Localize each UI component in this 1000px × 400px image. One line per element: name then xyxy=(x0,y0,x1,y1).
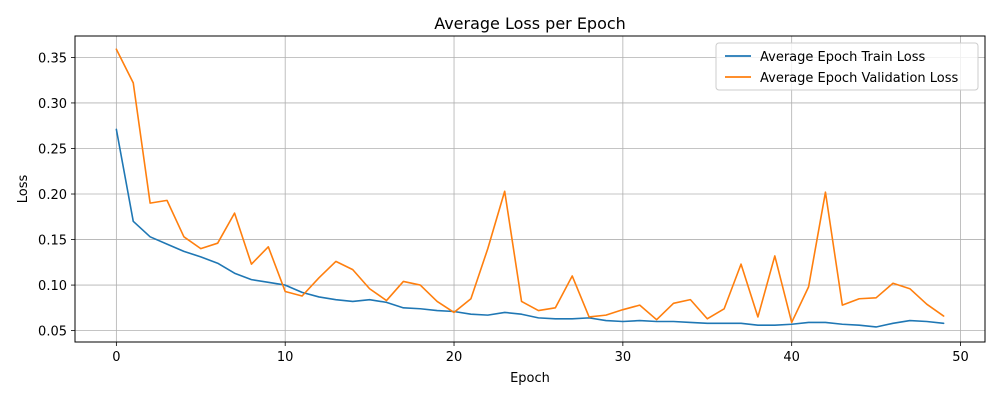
grid-lines xyxy=(75,36,985,342)
x-tick-label: 10 xyxy=(277,350,294,365)
x-tick-label: 50 xyxy=(952,350,969,365)
series-lines xyxy=(115,48,945,328)
legend-box xyxy=(715,42,979,91)
x-tick-label: 0 xyxy=(112,350,120,365)
x-tick-label: 30 xyxy=(615,350,632,365)
y-tick-label: 0.30 xyxy=(38,97,67,112)
y-tick-label: 0.15 xyxy=(38,234,67,249)
x-tick-label: 20 xyxy=(446,350,463,365)
x-axis-label: Epoch xyxy=(510,371,550,386)
y-axis-ticks: 0.05 0.10 0.15 0.20 0.25 0.30 0.35 xyxy=(38,51,75,340)
legend-label-validation: Average Epoch Validation Loss xyxy=(760,71,959,86)
y-tick-label: 0.10 xyxy=(38,279,67,294)
legend: Average Epoch Train Loss Average Epoch V… xyxy=(715,42,979,91)
y-tick-label: 0.05 xyxy=(38,325,67,340)
y-tick-label: 0.35 xyxy=(38,51,67,66)
legend-label-train: Average Epoch Train Loss xyxy=(760,50,926,65)
validation-loss-line xyxy=(115,48,945,324)
y-tick-label: 0.20 xyxy=(38,188,67,203)
x-axis-ticks: 0 10 20 30 40 50 xyxy=(112,342,969,365)
plot-frame xyxy=(74,35,986,343)
x-tick-label: 40 xyxy=(783,350,800,365)
train-loss-line xyxy=(115,128,945,328)
y-tick-label: 0.25 xyxy=(38,142,67,157)
y-axis-label: Loss xyxy=(16,175,31,204)
chart-title: Average Loss per Epoch xyxy=(434,14,626,33)
